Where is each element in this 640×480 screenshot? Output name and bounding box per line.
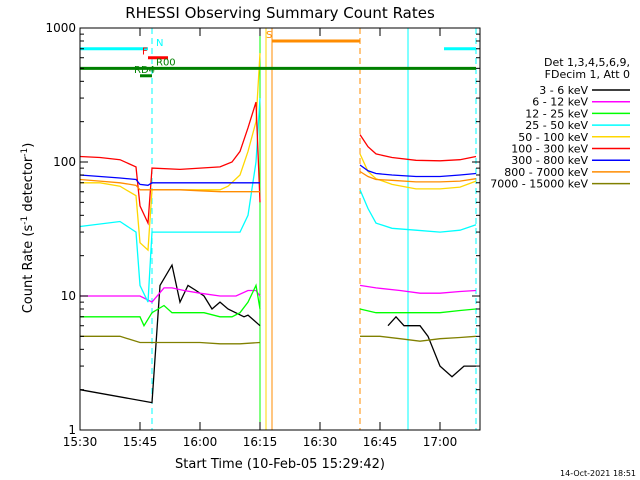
x-tick-label-3: 16:15 bbox=[243, 435, 278, 449]
legend-label-7: 800 - 7000 keV bbox=[504, 166, 588, 179]
legend-label-2: 12 - 25 keV bbox=[525, 107, 588, 120]
series-line-0-0 bbox=[79, 263, 261, 404]
date-stamp: 14-Oct-2021 18:51 bbox=[560, 469, 636, 478]
x-tick-label-4: 16:30 bbox=[303, 435, 338, 449]
legend-header-2: FDecim 1, Att 0 bbox=[545, 68, 630, 81]
series-line-2-1 bbox=[359, 308, 477, 314]
legend-label-1: 6 - 12 keV bbox=[532, 96, 588, 109]
marker-label-1: F bbox=[142, 47, 148, 58]
x-tick-label-0: 15:30 bbox=[63, 435, 98, 449]
series-line-3-0 bbox=[79, 98, 261, 303]
marker-label-4: S bbox=[266, 30, 272, 41]
y-tick-label-3: 1000 bbox=[45, 21, 76, 35]
legend-label-8: 7000 - 15000 keV bbox=[490, 178, 588, 191]
marker-label-0: N bbox=[156, 38, 163, 49]
series-line-6-0 bbox=[79, 174, 260, 186]
y-axis-label-main: Count Rate (s bbox=[21, 225, 36, 314]
series-line-2-0 bbox=[80, 283, 261, 328]
x-axis-label: Start Time (10-Feb-05 15:29:42) bbox=[175, 457, 385, 472]
series-line-1-1 bbox=[359, 284, 477, 294]
x-tick-label-1: 15:45 bbox=[123, 435, 158, 449]
series-line-1-0 bbox=[80, 287, 261, 303]
x-tick-label-5: 16:45 bbox=[363, 435, 398, 449]
y-axis-label-end: ) bbox=[21, 143, 36, 148]
series-line-8-0 bbox=[80, 335, 261, 345]
legend-label-5: 100 - 300 keV bbox=[511, 143, 588, 156]
y-axis-label-sup2: -1 bbox=[20, 148, 30, 157]
marker-label-3: RD4 bbox=[134, 65, 155, 76]
series-line-7-0 bbox=[79, 178, 260, 193]
x-tick-label-6: 17:00 bbox=[423, 435, 458, 449]
legend-header-1: Det 1,3,4,5,6,9, bbox=[544, 56, 630, 69]
series-line-6-1 bbox=[359, 164, 477, 178]
y-axis-label: Count Rate (s-1 detector-1) bbox=[20, 143, 36, 314]
legend-label-6: 300 - 800 keV bbox=[511, 154, 588, 167]
series-line-3-1 bbox=[359, 189, 477, 233]
marker-label-2: R00 bbox=[156, 57, 176, 68]
series-line-8-1 bbox=[360, 335, 477, 342]
legend-label-4: 50 - 100 keV bbox=[518, 131, 588, 144]
legend-label-3: 25 - 50 keV bbox=[525, 119, 588, 132]
series-line-4-1 bbox=[359, 153, 477, 190]
y-tick-label-0: 1 bbox=[68, 423, 76, 437]
y-tick-label-2: 100 bbox=[53, 155, 76, 169]
x-tick-label-2: 16:00 bbox=[183, 435, 218, 449]
series-line-0-1 bbox=[387, 315, 476, 378]
series-line-4-0 bbox=[80, 53, 261, 252]
y-axis-label-sup1: -1 bbox=[20, 216, 30, 225]
y-tick-label-1: 10 bbox=[61, 289, 76, 303]
series-line-7-1 bbox=[359, 170, 477, 183]
y-axis-label-mid: detector bbox=[21, 156, 36, 216]
series-line-5-0 bbox=[79, 101, 261, 226]
legend-label-0: 3 - 6 keV bbox=[539, 84, 588, 97]
plot-frame bbox=[79, 27, 481, 431]
series-line-5-1 bbox=[359, 134, 477, 162]
chart-title: RHESSI Observing Summary Count Rates bbox=[125, 4, 435, 22]
